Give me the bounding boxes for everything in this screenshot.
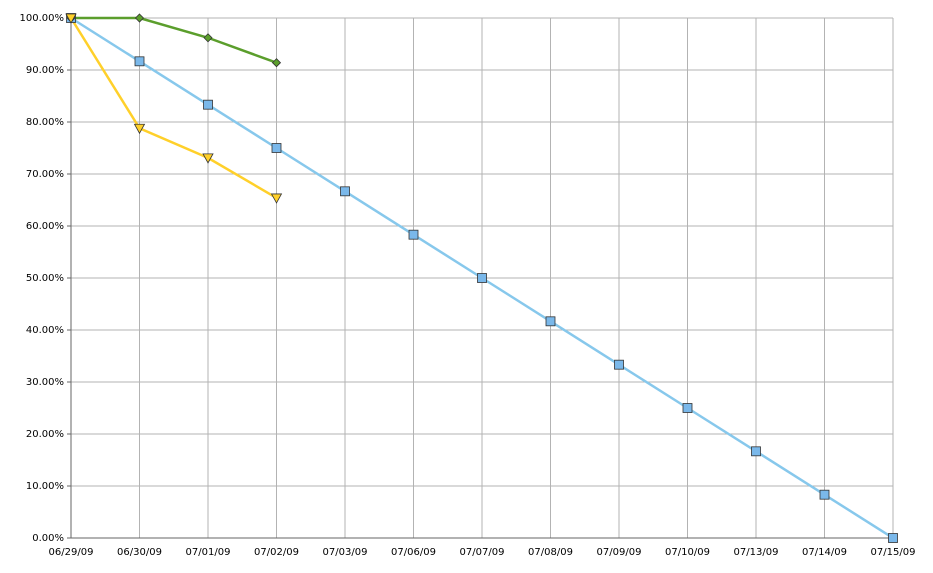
marker [614, 359, 624, 370]
series-line [69, 17, 278, 199]
y-tick-label: 20.00% [26, 429, 64, 440]
y-tick-label: 50.00% [26, 273, 64, 284]
series-line [71, 16, 277, 64]
marker [888, 533, 898, 543]
marker [819, 489, 830, 500]
x-tick-label: 07/07/09 [460, 547, 505, 558]
marker [477, 273, 487, 283]
marker [134, 13, 145, 23]
marker [65, 13, 77, 24]
marker [751, 446, 761, 457]
marker [271, 58, 282, 68]
x-tick-label: 07/03/09 [323, 547, 368, 558]
marker [408, 229, 419, 240]
y-tick-label: 70.00% [26, 169, 64, 180]
marker [202, 153, 214, 164]
x-tick-label: 07/10/09 [665, 547, 710, 558]
x-tick-label: 07/13/09 [734, 547, 779, 558]
marker [203, 99, 213, 110]
x-tick-label: 07/02/09 [254, 547, 299, 558]
y-tick-label: 60.00% [26, 221, 64, 232]
y-tick-label: 100.00% [20, 13, 65, 24]
marker [682, 403, 693, 413]
x-tick-label: 07/14/09 [802, 547, 847, 558]
x-tick-label: 07/01/09 [186, 547, 231, 558]
marker [340, 186, 350, 197]
x-tick-label: 07/08/09 [528, 547, 573, 558]
marker [270, 193, 283, 204]
x-tick-label: 07/15/09 [871, 547, 916, 558]
y-tick-label: 90.00% [26, 65, 64, 76]
marker [134, 56, 145, 67]
marker [271, 143, 282, 153]
marker [203, 33, 213, 43]
x-tick-label: 07/09/09 [597, 547, 642, 558]
y-tick-label: 0.00% [32, 533, 64, 544]
x-tick-label: 06/29/09 [49, 547, 94, 558]
y-tick-label: 30.00% [26, 377, 64, 388]
y-tick-label: 40.00% [26, 325, 64, 336]
x-tick-label: 07/06/09 [391, 547, 436, 558]
marker [545, 316, 556, 327]
marker [133, 123, 146, 135]
x-tick-label: 06/30/09 [117, 547, 162, 558]
y-tick-label: 80.00% [26, 117, 64, 128]
y-tick-label: 10.00% [26, 481, 64, 492]
